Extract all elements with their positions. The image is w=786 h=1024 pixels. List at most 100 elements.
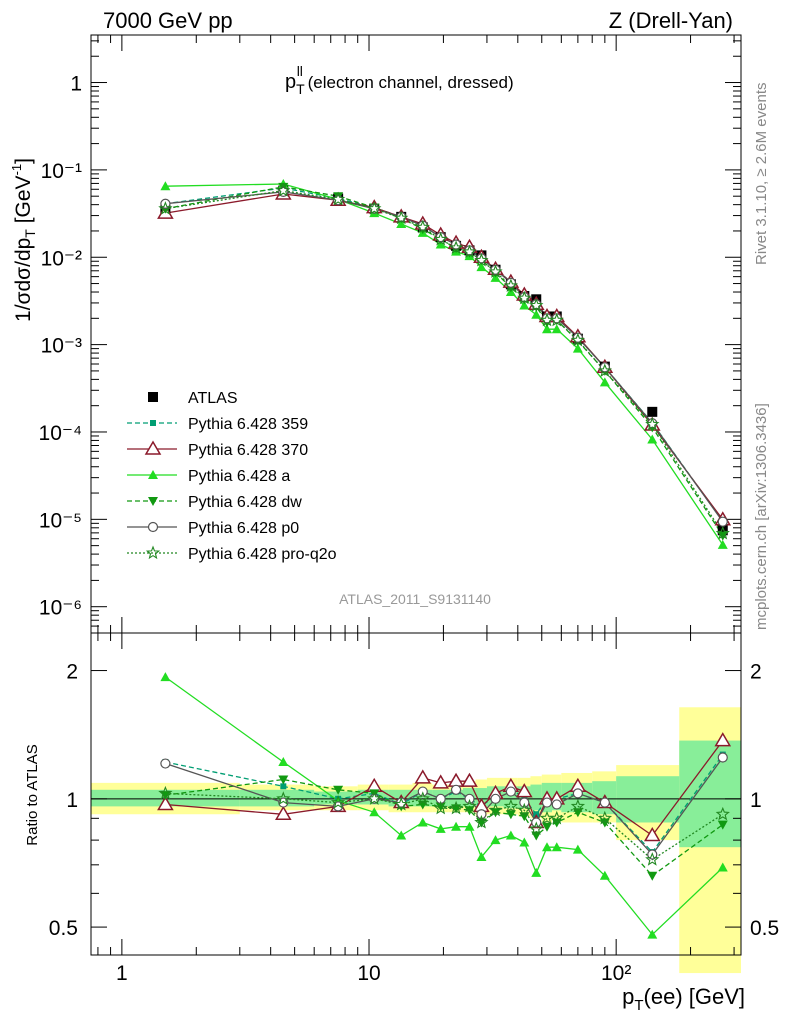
pdw-marker xyxy=(541,822,552,832)
pdw-marker xyxy=(148,497,158,506)
pp0-marker xyxy=(147,521,159,533)
pdw-line xyxy=(165,778,724,877)
pdw-marker xyxy=(717,820,728,830)
pq2o-marker xyxy=(597,363,613,378)
pq2o-marker xyxy=(448,240,464,254)
p370-marker xyxy=(157,795,174,811)
legend: ATLAS Pythia 6.428 359 Pythia 6.428 370 Pyt… xyxy=(127,390,337,563)
pq2o-marker xyxy=(448,800,464,815)
pp0-marker xyxy=(476,809,487,820)
main-panel-frame xyxy=(90,34,742,634)
p370-marker xyxy=(714,732,732,747)
analysis-id: ATLAS_2011_S9131140 xyxy=(339,591,491,607)
pp0-marker xyxy=(490,793,501,804)
pp0-marker xyxy=(333,195,344,206)
main-series-group xyxy=(157,178,732,549)
y-tick-label: 1 xyxy=(70,73,82,96)
pq2o-marker xyxy=(158,201,173,215)
pdw-marker xyxy=(647,871,658,881)
mcplots-label: mcplots.cern.ch [arXiv:1306.3436] xyxy=(753,403,770,630)
pq2o-marker xyxy=(367,791,382,805)
pq2o-marker xyxy=(276,791,291,805)
pa-marker xyxy=(531,867,542,877)
header-left: 7000 GeV pp xyxy=(103,8,233,33)
plot-title: pTll (electron channel, dressed) xyxy=(285,63,514,97)
green-band-segment xyxy=(530,784,542,811)
pp0-marker xyxy=(551,799,562,810)
pa-marker xyxy=(278,757,289,767)
pq2o-marker xyxy=(503,798,519,813)
pp0-marker xyxy=(717,516,728,527)
pa-marker xyxy=(435,823,446,833)
pq2o-marker xyxy=(529,298,544,312)
p370-marker xyxy=(144,440,162,455)
p370-marker xyxy=(414,769,432,784)
y-tick-label: 10⁻¹ xyxy=(41,160,82,183)
pq2o-marker xyxy=(517,290,532,305)
y-tick-label: 2 xyxy=(66,661,78,684)
pdw-marker xyxy=(333,785,344,795)
uncertainty-bands xyxy=(91,707,741,974)
pq2o-marker xyxy=(488,264,503,278)
pq2o-marker xyxy=(570,798,586,813)
pp0-marker xyxy=(599,797,610,808)
pa-marker xyxy=(476,262,487,272)
pa-marker xyxy=(717,862,728,872)
pq2o-marker xyxy=(415,791,430,805)
pa-marker xyxy=(519,837,530,847)
legend-label: ATLAS xyxy=(188,390,238,407)
pp0-marker xyxy=(572,788,583,799)
pdw-marker xyxy=(531,831,542,841)
legend-label: Pythia 6.428 370 xyxy=(188,442,308,459)
pq2o-marker xyxy=(549,810,564,825)
p370-marker xyxy=(643,827,661,842)
legend-label: Pythia 6.428 p0 xyxy=(188,520,299,537)
axis-tick-labels: 10⁻⁶ 10⁻⁵ 10⁻⁴ 10⁻³ 10⁻² 10⁻¹ 1 1 10 10² 0.5 0.5 1 1 2… xyxy=(39,73,780,985)
pa-marker xyxy=(519,300,530,310)
pdw-marker xyxy=(505,810,516,820)
pq2o-marker xyxy=(367,201,382,215)
y-tick-label: 10⁻² xyxy=(41,247,82,270)
p370-marker xyxy=(275,805,292,821)
pa-marker xyxy=(531,309,542,319)
pa-marker xyxy=(572,844,583,854)
pq2o-marker xyxy=(715,525,730,540)
header-right: Z (Drell-Yan) xyxy=(609,8,733,33)
atlas-marker xyxy=(148,392,158,402)
pa-marker xyxy=(490,835,501,845)
pq2o-marker xyxy=(488,802,503,817)
x-tick-label: 10² xyxy=(601,962,631,985)
x-tick-label: 1 xyxy=(116,962,128,985)
y-tick-label-right: 0.5 xyxy=(750,917,779,940)
legend-label: Pythia 6.428 359 xyxy=(188,416,308,433)
pa-marker xyxy=(396,219,407,229)
pq2o-marker xyxy=(462,798,477,813)
pp0-marker xyxy=(541,797,553,808)
p359-marker xyxy=(280,783,287,790)
pa-marker xyxy=(599,377,610,387)
y-tick-label: 10⁻³ xyxy=(41,335,82,358)
pq2o-marker xyxy=(529,821,544,836)
pq2o-marker xyxy=(145,545,161,560)
pdw-marker xyxy=(278,775,289,785)
y-tick-label-right: 1 xyxy=(750,789,762,812)
ratio-series-group xyxy=(157,672,732,939)
pa-marker xyxy=(369,807,380,817)
y-tick-label-right: 2 xyxy=(750,661,762,684)
pp0-marker xyxy=(450,784,462,795)
pq2o-marker xyxy=(474,815,489,829)
pa-marker xyxy=(551,324,562,334)
pp0-marker xyxy=(519,797,530,808)
pq2o-marker xyxy=(549,312,564,327)
p370-marker xyxy=(432,774,450,789)
pp0-marker xyxy=(599,362,610,373)
y-tick-label: 10⁻⁴ xyxy=(39,422,82,445)
pq2o-marker xyxy=(645,852,660,866)
pq2o-marker xyxy=(394,210,409,225)
pq2o-marker xyxy=(517,802,532,817)
p370-marker xyxy=(516,783,533,798)
pa-marker xyxy=(417,817,428,827)
pp0-marker xyxy=(160,758,171,769)
pq2o-marker xyxy=(433,800,448,815)
